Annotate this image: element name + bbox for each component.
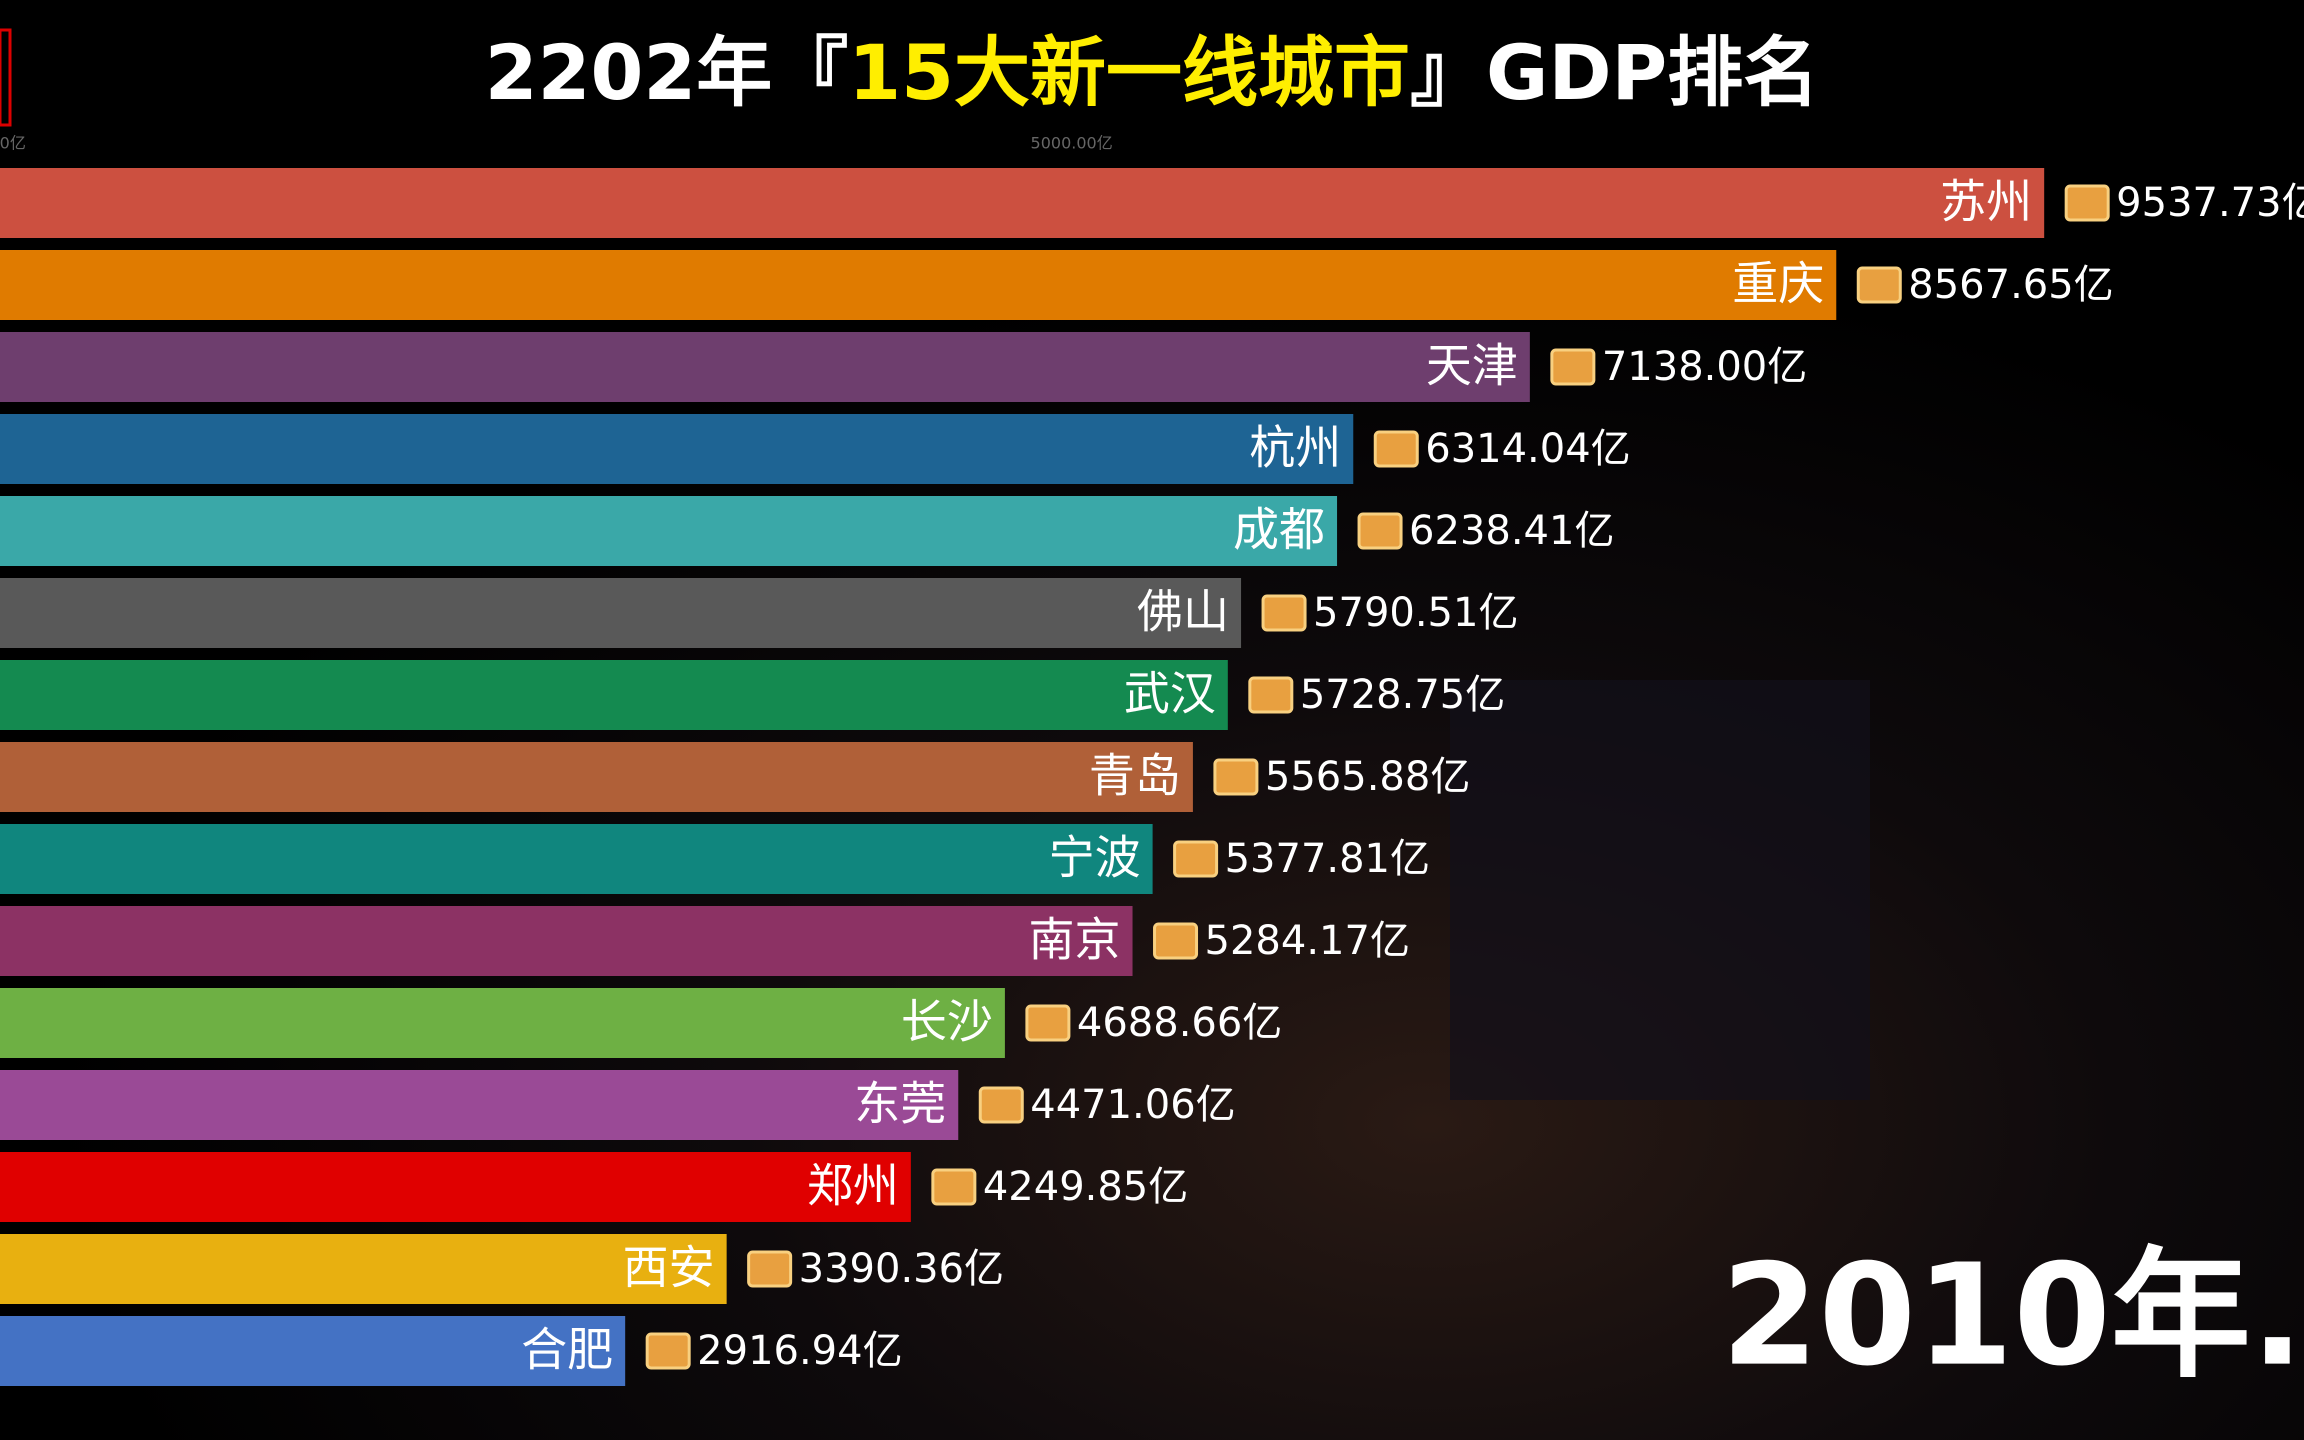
bar [0, 332, 1530, 402]
bar [0, 1234, 727, 1304]
category-label: 杭州 [1249, 421, 1341, 475]
value-label: 3390.36亿 [799, 1246, 1004, 1292]
period-label: 2010年. [1721, 1235, 2304, 1398]
value-label: 9537.73亿 [2116, 180, 2304, 226]
value-label: 6314.04亿 [1425, 426, 1630, 472]
bar [0, 742, 1193, 812]
bar [0, 250, 1837, 320]
category-label: 天津 [1426, 339, 1518, 393]
chart-title: 2202年『15大新一线城市』GDP排名 [485, 28, 1819, 117]
category-label: 青岛 [1089, 749, 1181, 803]
category-label: 郑州 [807, 1159, 899, 1213]
bar [0, 660, 1228, 730]
category-label: 合肥 [521, 1323, 613, 1377]
bar [0, 1316, 626, 1386]
seal [0, 28, 12, 127]
value-label: 5728.75亿 [1300, 672, 1505, 718]
coin-icon [1153, 922, 1199, 960]
category-label: 东莞 [854, 1077, 946, 1131]
x-tick-label: 0.00亿 [0, 134, 26, 153]
coin-icon [931, 1168, 977, 1206]
bar [0, 168, 2045, 238]
category-label: 佛山 [1137, 585, 1229, 639]
bar [0, 578, 1242, 648]
category-label: 苏州 [1940, 175, 2032, 229]
bar [0, 496, 1338, 566]
bar [0, 906, 1133, 976]
bar [0, 414, 1354, 484]
coin-icon [1261, 594, 1307, 632]
category-label: 成都 [1233, 503, 1325, 557]
value-label: 6238.41亿 [1409, 508, 1614, 554]
coin-icon [1373, 430, 1419, 468]
value-label: 5284.17亿 [1205, 918, 1410, 964]
background-building [1450, 680, 1870, 1100]
bar [0, 1152, 911, 1222]
category-label: 长沙 [901, 995, 993, 1049]
category-label: 武汉 [1124, 667, 1216, 721]
value-label: 5790.51亿 [1313, 590, 1518, 636]
bar [0, 988, 1005, 1058]
coin-icon [1025, 1004, 1071, 1042]
value-label: 5377.81亿 [1225, 836, 1430, 882]
coin-icon [1213, 758, 1259, 796]
category-label: 南京 [1029, 913, 1121, 967]
coin-icon [1173, 840, 1219, 878]
title-part: 2202年『 [485, 28, 849, 117]
title-part: 』GDP排名 [1410, 28, 1819, 117]
coin-icon [1550, 348, 1596, 386]
x-tick-label: 5000.00亿 [1031, 134, 1113, 153]
coin-icon [2064, 184, 2110, 222]
title-part: 15大新一线城市 [848, 28, 1410, 117]
coin-icon [747, 1250, 793, 1288]
coin-icon [978, 1086, 1024, 1124]
coin-icon [1357, 512, 1403, 550]
value-label: 4471.06亿 [1030, 1082, 1235, 1128]
value-label: 4249.85亿 [983, 1164, 1188, 1210]
value-label: 8567.65亿 [1908, 262, 2113, 308]
bar [0, 1070, 959, 1140]
value-label: 5565.88亿 [1265, 754, 1470, 800]
value-label: 4688.66亿 [1077, 1000, 1282, 1046]
category-label: 重庆 [1732, 257, 1824, 311]
value-label: 7138.00亿 [1602, 344, 1807, 390]
value-label: 2916.94亿 [697, 1328, 902, 1374]
bar [0, 824, 1153, 894]
coin-icon [1856, 266, 1902, 304]
coin-icon [645, 1332, 691, 1370]
category-label: 宁波 [1049, 831, 1141, 885]
coin-icon [1248, 676, 1294, 714]
category-label: 西安 [623, 1241, 715, 1295]
